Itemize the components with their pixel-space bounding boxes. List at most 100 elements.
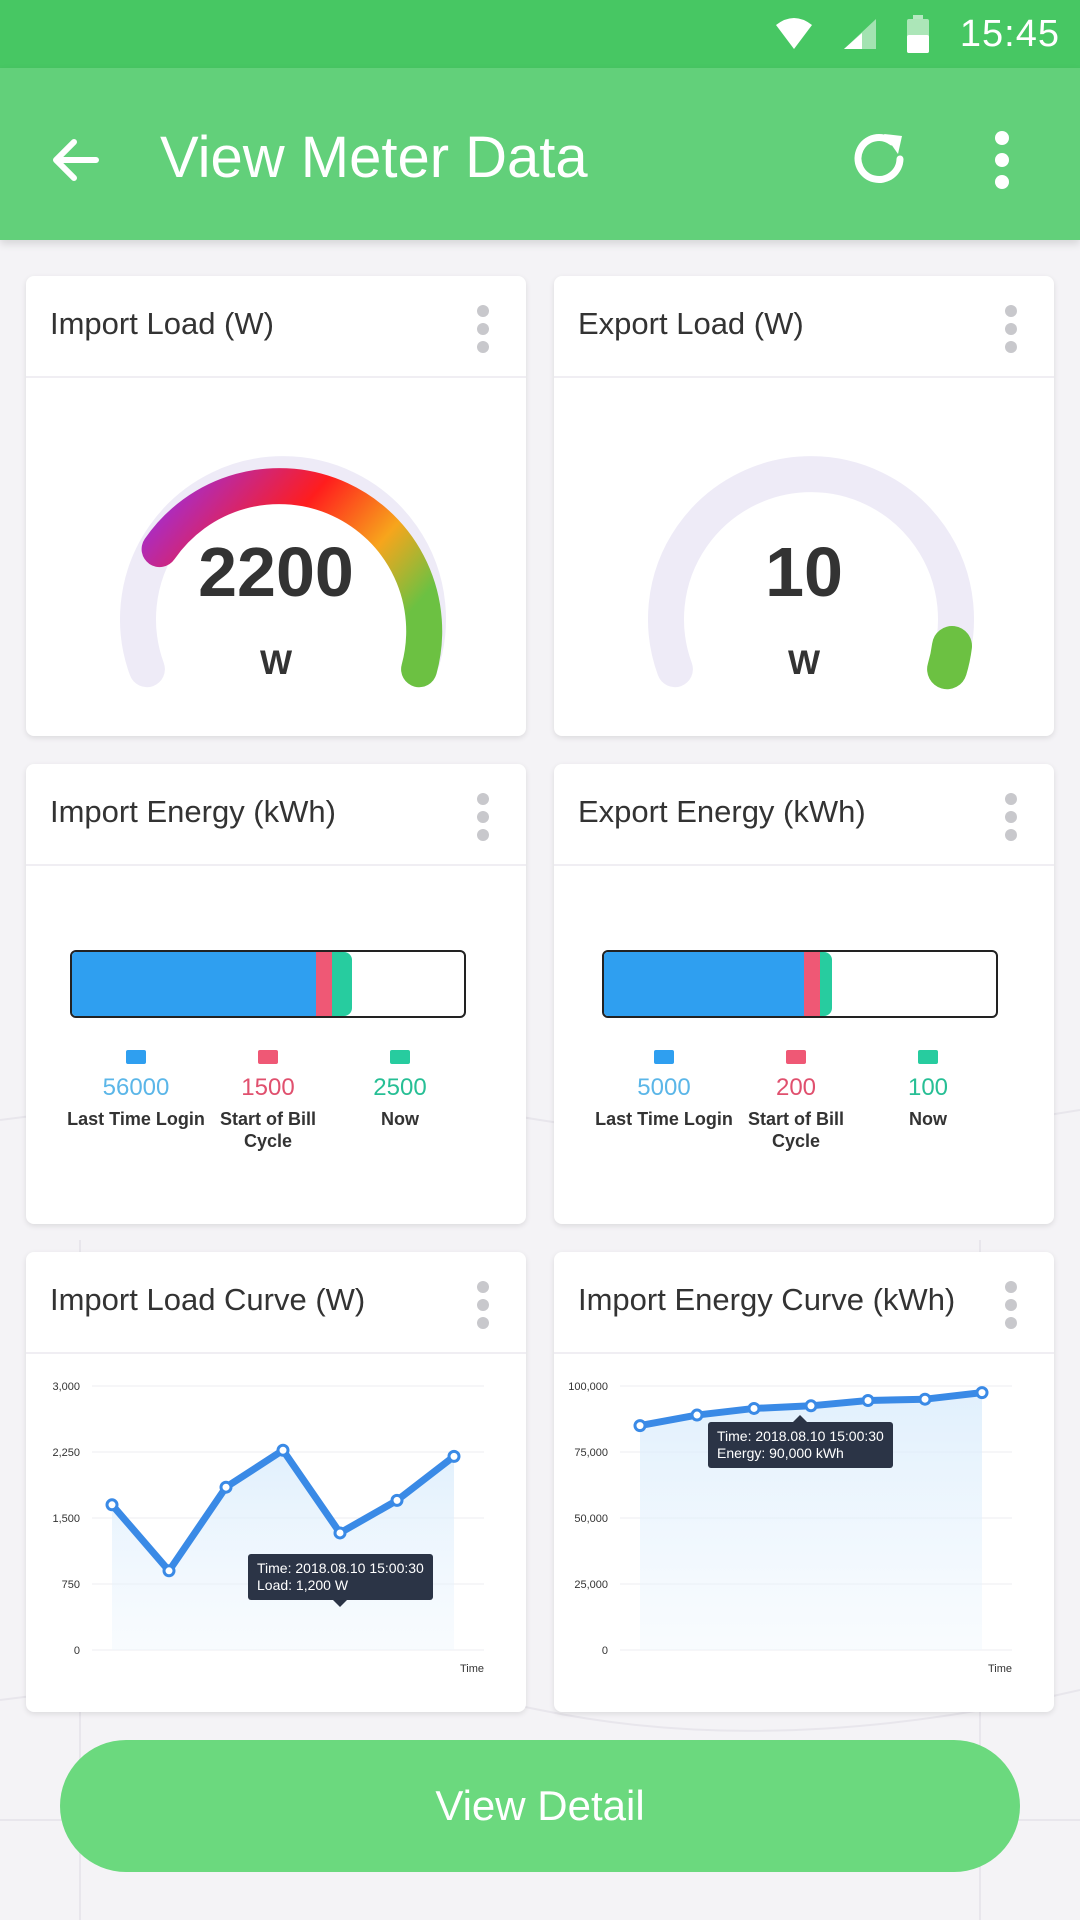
legend-value: 56000	[102, 1074, 170, 1101]
y-tick-label: 75,000	[574, 1447, 608, 1459]
legend-swatch	[654, 1050, 674, 1064]
legend-label: Last Time Login	[595, 1109, 733, 1129]
chart-tooltip: Time: 2018.08.10 15:00:30 Energy: 90,000…	[708, 1415, 893, 1468]
data-point	[162, 1564, 176, 1578]
legend-value: 5000	[637, 1074, 691, 1101]
y-tick-label: 0	[602, 1645, 608, 1657]
legend-item-last-login: 56000 Last Time Login	[66, 1050, 206, 1130]
page-title: View Meter Data	[160, 125, 588, 190]
x-axis-label: Time	[460, 1663, 484, 1675]
legend-swatch	[126, 1050, 146, 1064]
data-point	[276, 1443, 290, 1457]
legend-value: 1500	[241, 1074, 295, 1101]
import-energy-bar	[70, 950, 466, 1018]
legend-label: Now	[381, 1109, 419, 1129]
chart-tooltip: Time: 2018.08.10 15:00:30 Load: 1,200 W	[248, 1554, 433, 1607]
import-energy-curve-card: Import Energy Curve (kWh) 100,000 75,000 5…	[554, 1252, 1054, 1712]
legend-item-now: 100 Now	[858, 1050, 998, 1130]
card-menu-icon[interactable]	[476, 792, 490, 842]
legend-label: Last Time Login	[67, 1109, 205, 1129]
back-arrow-icon[interactable]	[46, 132, 102, 188]
data-point	[633, 1419, 647, 1433]
x-axis-label: Time	[988, 1663, 1012, 1675]
battery-icon	[906, 15, 930, 53]
app-bar: View Meter Data	[0, 68, 1080, 240]
card-header: Import Energy Curve (kWh)	[554, 1252, 1054, 1354]
data-point	[219, 1480, 233, 1494]
legend-item-start-bill: 1500 Start of Bill Cycle	[198, 1050, 338, 1152]
card-menu-icon[interactable]	[476, 1280, 490, 1330]
data-point	[975, 1386, 989, 1400]
card-menu-icon[interactable]	[1004, 304, 1018, 354]
refresh-icon[interactable]	[848, 128, 910, 190]
legend-swatch	[918, 1050, 938, 1064]
y-tick-label: 2,250	[52, 1447, 80, 1459]
legend-label: Now	[909, 1109, 947, 1129]
card-header: Export Load (W)	[554, 276, 1054, 378]
more-vert-icon[interactable]	[984, 130, 1020, 190]
tooltip-value: Energy: 90,000 kWh	[717, 1445, 844, 1461]
y-tick-label: 25,000	[574, 1579, 608, 1591]
status-bar: 15:45	[0, 0, 1080, 68]
legend-label: Start of Bill Cycle	[219, 1109, 316, 1151]
legend-value: 100	[907, 1074, 949, 1101]
card-header: Import Energy (kWh)	[26, 764, 526, 866]
data-point	[333, 1526, 347, 1540]
legend-swatch	[390, 1050, 410, 1064]
legend-value: 2500	[373, 1074, 427, 1101]
card-menu-icon[interactable]	[1004, 1280, 1018, 1330]
legend-value: 200	[775, 1074, 817, 1101]
legend-item-now: 2500 Now	[330, 1050, 470, 1130]
card-title: Export Energy (kWh)	[578, 794, 866, 829]
card-header: Import Load (W)	[26, 276, 526, 378]
data-point	[804, 1399, 818, 1413]
tooltip-time: Time: 2018.08.10 15:00:30	[257, 1560, 424, 1576]
bar-segment-now	[332, 952, 352, 1016]
import-load-unit: W	[259, 644, 293, 682]
legend-swatch	[258, 1050, 278, 1064]
import-load-value: 2200	[198, 533, 354, 611]
tooltip-time: Time: 2018.08.10 15:00:30	[717, 1428, 884, 1444]
data-point	[861, 1394, 875, 1408]
legend-item-start-bill: 200 Start of Bill Cycle	[726, 1050, 866, 1152]
legend-swatch	[786, 1050, 806, 1064]
legend-item-last-login: 5000 Last Time Login	[594, 1050, 734, 1130]
import-load-chart: 3,000 2,250 1,500 750 0 Time	[52, 1381, 484, 1675]
card-header: Export Energy (kWh)	[554, 764, 1054, 866]
y-tick-label: 0	[74, 1645, 80, 1657]
card-title: Import Load Curve (W)	[50, 1282, 366, 1317]
export-load-unit: W	[787, 644, 821, 682]
signal-icon	[842, 17, 878, 51]
import-load-card: Import Load (W) 2200 W	[26, 276, 526, 736]
data-point	[105, 1498, 119, 1512]
data-point	[447, 1449, 461, 1463]
bar-segment-start-bill	[316, 952, 332, 1016]
data-point	[918, 1392, 932, 1406]
tooltip-value: Load: 1,200 W	[257, 1577, 349, 1593]
import-energy-card: Import Energy (kWh) 56000 Last Time Logi…	[26, 764, 526, 1224]
clock: 15:45	[959, 12, 1060, 55]
wifi-icon	[774, 17, 814, 51]
export-energy-card: Export Energy (kWh) 5000 Last Time Login…	[554, 764, 1054, 1224]
card-title: Import Load (W)	[50, 306, 274, 341]
export-load-card: Export Load (W) 10 W	[554, 276, 1054, 736]
export-energy-bar	[602, 950, 998, 1018]
export-load-value: 10	[765, 533, 843, 611]
legend-label: Start of Bill Cycle	[747, 1109, 844, 1151]
bar-segment-last-login	[72, 952, 316, 1016]
card-header: Import Load Curve (W)	[26, 1252, 526, 1354]
y-tick-label: 1,500	[52, 1513, 80, 1525]
y-tick-label: 750	[62, 1579, 80, 1591]
data-point	[690, 1408, 704, 1422]
data-point	[390, 1493, 404, 1507]
card-menu-icon[interactable]	[476, 304, 490, 354]
view-detail-button[interactable]: View Detail	[60, 1740, 1020, 1872]
import-load-gauge	[120, 456, 446, 688]
data-point	[747, 1401, 761, 1415]
bar-segment-last-login	[604, 952, 804, 1016]
card-title: Import Energy Curve (kWh)	[578, 1282, 956, 1317]
card-title: Export Load (W)	[578, 306, 804, 341]
y-tick-label: 50,000	[574, 1513, 608, 1525]
card-menu-icon[interactable]	[1004, 792, 1018, 842]
bar-segment-start-bill	[804, 952, 820, 1016]
